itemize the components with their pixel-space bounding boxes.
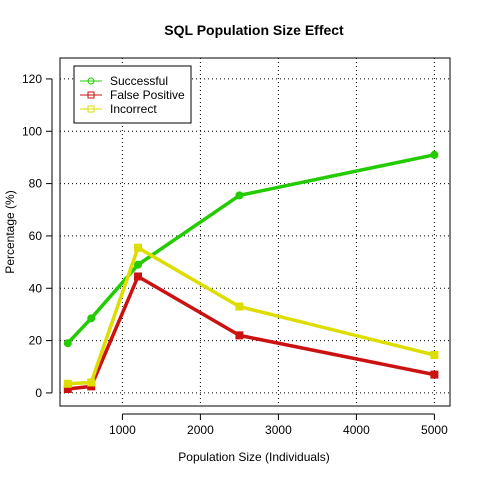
y-tick-label: 120 — [22, 72, 42, 86]
y-tick-label: 20 — [29, 334, 43, 348]
data-point-incorrect — [134, 243, 142, 252]
data-point-incorrect — [235, 302, 244, 311]
data-point-successful — [430, 150, 439, 159]
legend-label-successful: Successful — [110, 74, 168, 88]
y-tick-label: 100 — [22, 124, 42, 138]
chart-title: SQL Population Size Effect — [164, 22, 344, 38]
legend-label-incorrect: Incorrect — [110, 102, 157, 116]
x-tick-label: 5000 — [421, 423, 448, 437]
data-point-successful — [63, 339, 72, 348]
y-axis: 0 20 40 60 80 100 120 — [22, 72, 53, 400]
data-point-successful — [235, 191, 244, 200]
x-axis: 1000 2000 3000 4000 5000 — [109, 413, 448, 437]
data-point-successful — [87, 314, 96, 323]
x-tick-label: 4000 — [343, 423, 370, 437]
legend-label-false-positive: False Positive — [110, 88, 185, 102]
series-group — [63, 150, 439, 393]
legend-marker-false-positive — [87, 91, 95, 99]
legend-marker-successful — [87, 77, 95, 85]
y-tick-label: 80 — [29, 177, 43, 191]
data-point-false-positive — [134, 272, 142, 281]
data-point-incorrect — [87, 378, 96, 387]
data-point-successful — [134, 260, 142, 269]
x-tick-label: 1000 — [109, 423, 136, 437]
data-point-incorrect — [63, 379, 72, 388]
legend-marker-incorrect — [87, 105, 95, 113]
data-point-incorrect — [430, 350, 439, 359]
x-tick-label: 2000 — [187, 423, 214, 437]
y-tick-label: 0 — [35, 386, 42, 400]
data-point-false-positive — [430, 370, 439, 379]
x-axis-label: Population Size (Individuals) — [178, 450, 329, 464]
data-point-false-positive — [235, 331, 244, 340]
y-axis-label: Percentage (%) — [3, 190, 17, 273]
y-tick-label: 40 — [29, 281, 43, 295]
y-tick-label: 60 — [29, 229, 43, 243]
x-tick-label: 3000 — [265, 423, 292, 437]
plot-frame — [59, 57, 451, 407]
data-point-false-positive — [63, 384, 72, 393]
